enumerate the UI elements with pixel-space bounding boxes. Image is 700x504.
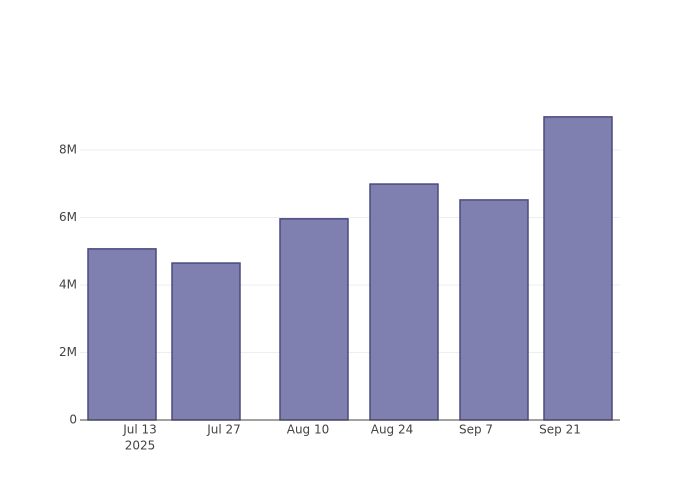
y-tick-label: 2M <box>59 345 77 359</box>
x-year-label: 2025 <box>125 439 156 453</box>
x-tick-label: Aug 24 <box>371 423 414 437</box>
bar <box>87 248 157 421</box>
x-tick-label: Jul 27 <box>206 423 241 437</box>
bar <box>279 218 349 421</box>
y-tick-label: 4M <box>59 277 77 291</box>
bar <box>369 183 439 421</box>
x-tick-label: Aug 10 <box>287 423 330 437</box>
y-tick-label: 8M <box>59 142 77 156</box>
bar <box>171 262 241 421</box>
x-tick-label: Sep 21 <box>539 423 581 437</box>
bar <box>459 199 529 421</box>
bar <box>543 116 613 421</box>
x-tick-label: Sep 7 <box>459 423 493 437</box>
y-tick-label: 0 <box>69 413 77 427</box>
x-tick-label: Jul 13 <box>122 423 157 437</box>
y-tick-label: 6M <box>59 210 77 224</box>
